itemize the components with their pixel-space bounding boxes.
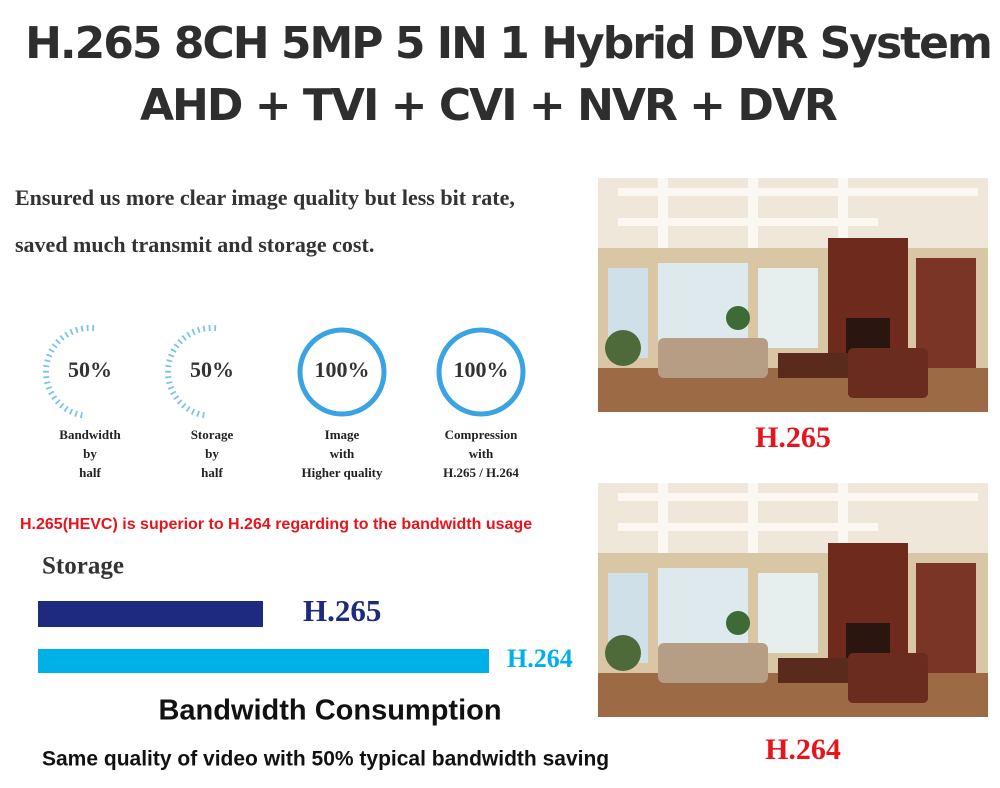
- storage-title: Storage: [42, 553, 124, 580]
- photo-caption: H.264: [765, 733, 841, 766]
- h264-bar: [38, 649, 489, 673]
- feature-value: 50%: [190, 357, 234, 382]
- subtitle: AHD + TVI + CVI + NVR + DVR: [140, 80, 837, 131]
- feature-label: by: [83, 446, 97, 461]
- feature-label: Higher quality: [301, 465, 383, 480]
- feature-label: Image: [325, 427, 360, 442]
- ring: [436, 327, 526, 417]
- intro-line: saved much transmit and storage cost.: [15, 232, 374, 257]
- feature-label: Compression: [445, 427, 518, 442]
- feature-label: H.265 / H.264: [443, 465, 519, 480]
- feature-label: with: [330, 446, 355, 461]
- feature-label: by: [205, 446, 219, 461]
- photo: [598, 178, 988, 412]
- feature-label: Bandwidth: [59, 427, 121, 442]
- ring: [43, 325, 137, 419]
- photo-caption: H.265: [755, 421, 831, 454]
- feature-label: half: [201, 465, 223, 480]
- intro-line: Ensured us more clear image quality but …: [15, 185, 515, 210]
- feature-label: with: [469, 446, 494, 461]
- feature-label: half: [79, 465, 101, 480]
- footer-title: Bandwidth Consumption: [158, 695, 501, 727]
- ring: [297, 327, 387, 417]
- photo: [598, 483, 988, 717]
- feature-value: 100%: [315, 357, 370, 382]
- bar-label: H.264: [507, 644, 573, 673]
- footer-subtitle: Same quality of video with 50% typical b…: [42, 748, 609, 771]
- h265-bar: [38, 601, 263, 627]
- feature-label: Storage: [191, 427, 234, 442]
- ring: [165, 325, 260, 419]
- feature-value: 100%: [454, 357, 509, 382]
- title: H.265 8CH 5MP 5 IN 1 Hybrid DVR System: [25, 18, 991, 69]
- note: H.265(HEVC) is superior to H.264 regardi…: [20, 516, 532, 533]
- feature-value: 50%: [68, 357, 112, 382]
- bar-label: H.265: [303, 593, 381, 628]
